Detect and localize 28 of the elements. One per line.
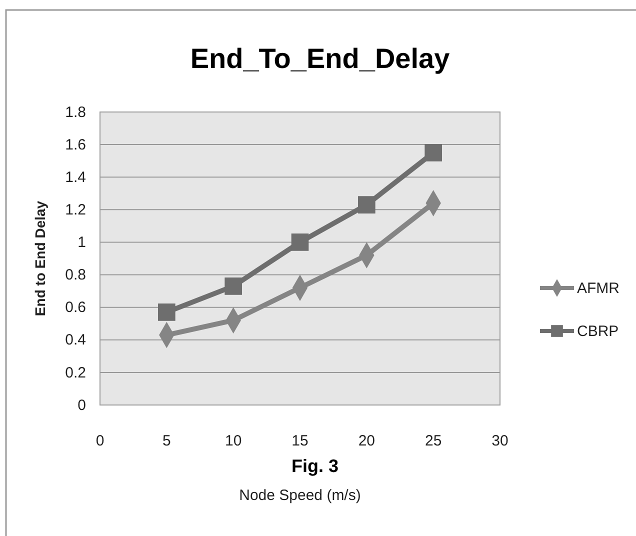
x-tick-label: 30 [492, 432, 508, 450]
y-tick-label: 0.8 [65, 266, 86, 284]
x-axis-title: Node Speed (m/s) [239, 487, 361, 504]
point [291, 234, 309, 251]
x-tick-label: 15 [292, 432, 308, 450]
x-tick-label: 10 [224, 432, 242, 450]
point [224, 278, 242, 295]
point [358, 196, 376, 214]
x-tick-label: 20 [358, 432, 376, 450]
y-tick-label: 1.8 [65, 104, 86, 121]
legend-label: CBRP [577, 323, 619, 340]
y-tick-label: 0 [78, 396, 86, 414]
y-axis-title: End to End Delay [32, 200, 48, 316]
y-tick-label: 0.4 [65, 332, 86, 349]
y-tick-label: 1.6 [65, 136, 86, 154]
y-tick-label: 1.2 [65, 201, 86, 218]
point [158, 304, 176, 321]
chart-title: End_To_End_Delay [190, 43, 450, 74]
x-tick-label: 0 [96, 432, 104, 450]
y-tick-label: 1.4 [65, 168, 86, 186]
x-tick-label: 25 [424, 432, 442, 450]
y-tick-label: 1 [78, 234, 86, 252]
y-tick-label: 0.6 [65, 299, 86, 316]
legend-label: AFMR [577, 280, 620, 297]
point [424, 144, 442, 162]
x-tick-label: 5 [162, 432, 171, 450]
y-tick-label: 0.2 [65, 364, 86, 382]
caption: Fig. 3 [291, 456, 339, 476]
